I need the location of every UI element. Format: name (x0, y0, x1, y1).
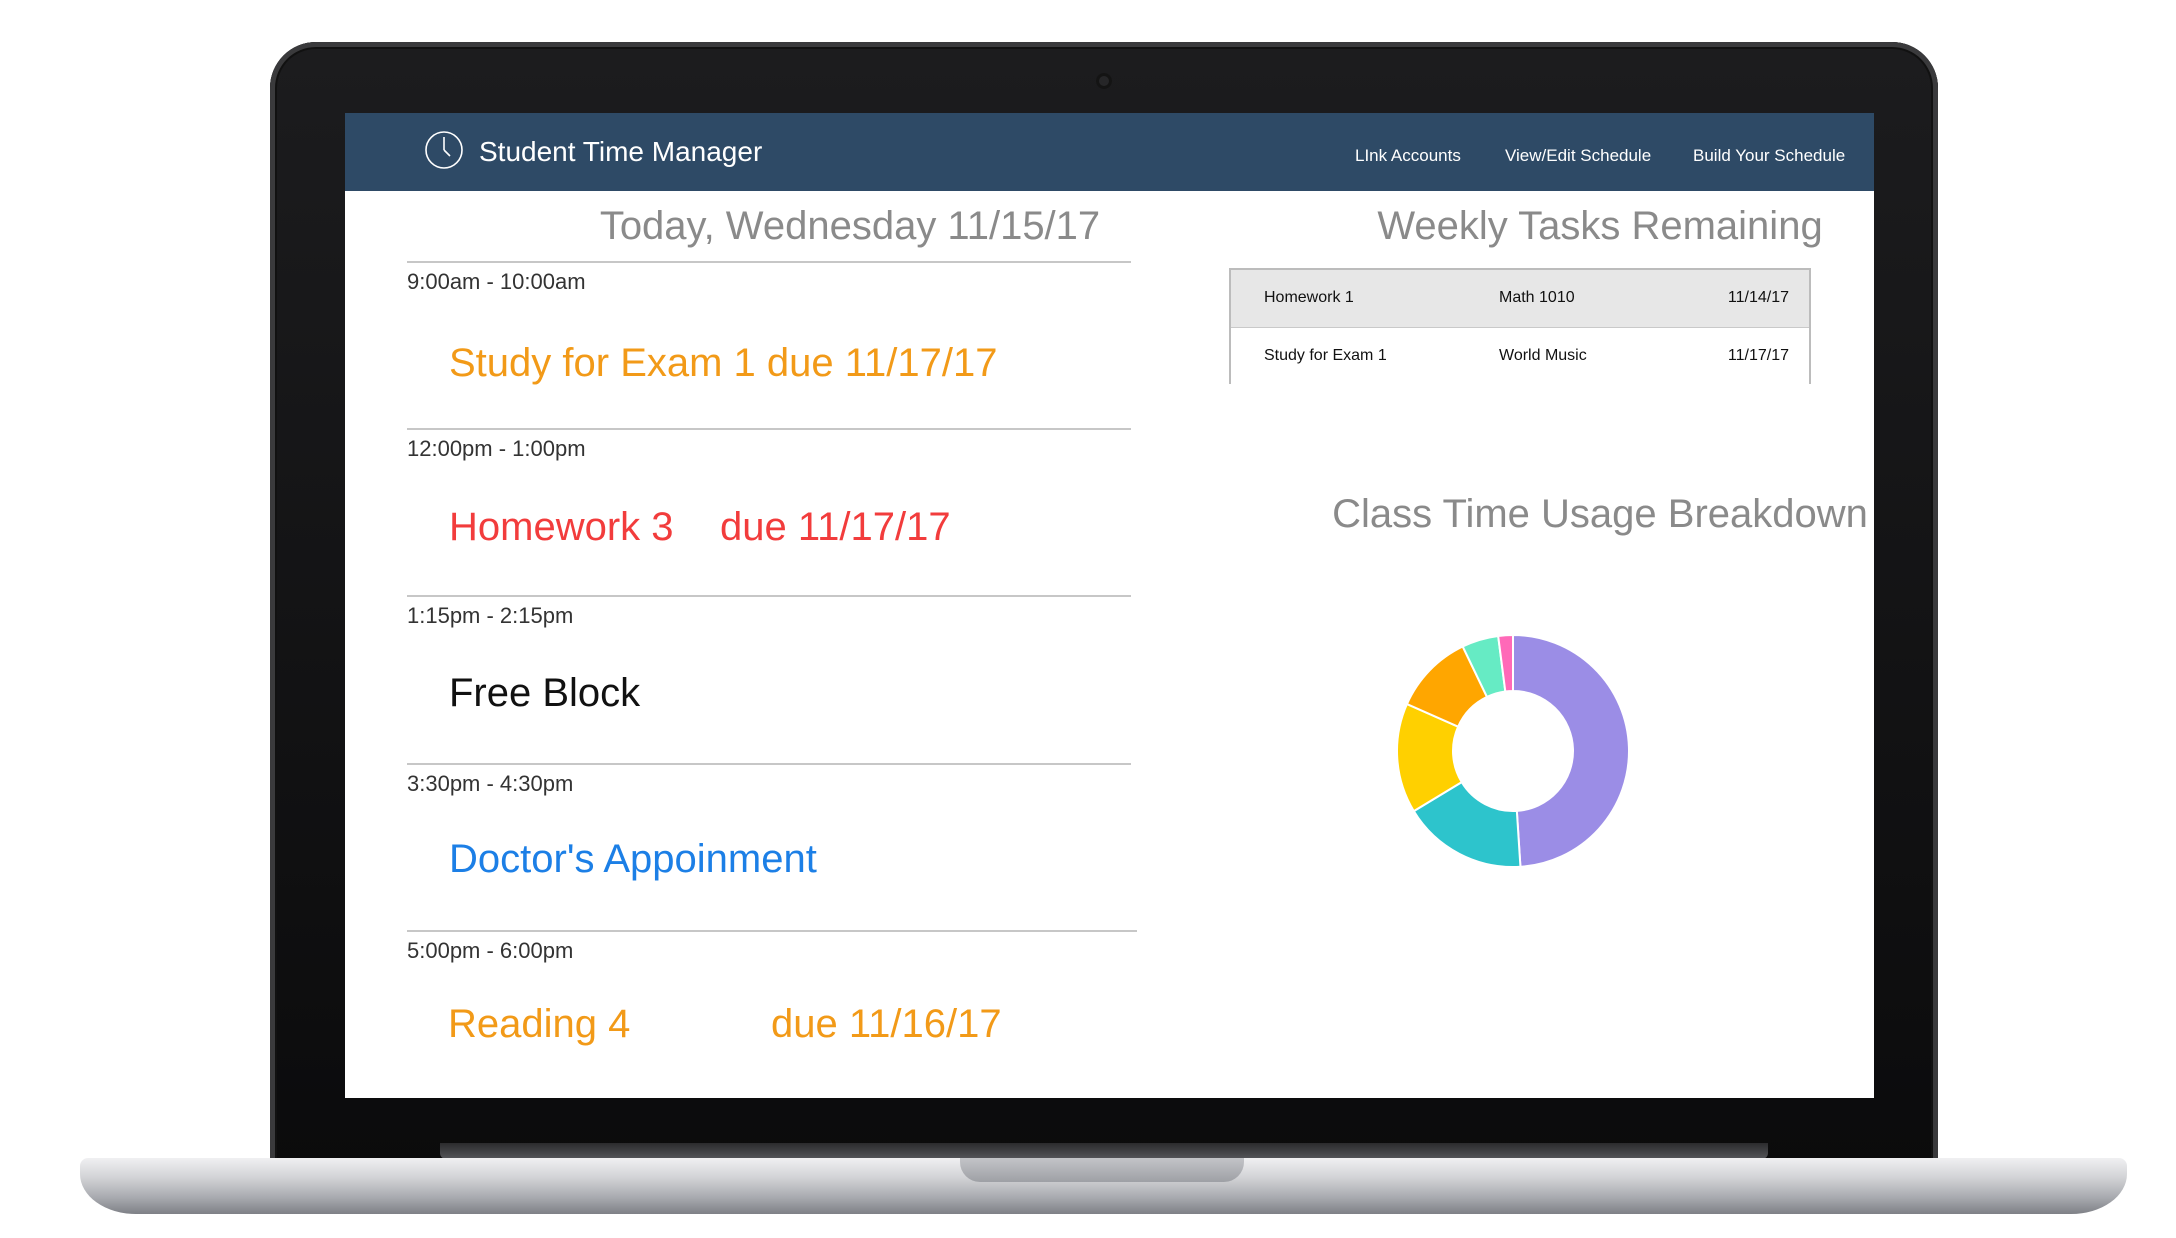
nav-view-edit-schedule[interactable]: View/Edit Schedule (1505, 146, 1652, 165)
task-free-block[interactable]: Free Block (449, 671, 641, 715)
time-slot: 5:00pm - 6:00pm (407, 938, 574, 963)
task-reading[interactable]: Reading 4 (448, 1002, 631, 1046)
table-row[interactable]: Study for Exam 1 World Music 11/17/17 (1231, 328, 1809, 385)
donut-slice[interactable] (1512, 633, 1630, 868)
task-date: 11/17/17 (1727, 347, 1789, 364)
donut-chart-container (1345, 561, 1681, 937)
nav-link-accounts[interactable]: LInk Accounts (1355, 146, 1461, 165)
nav-build-your-schedule[interactable]: Build Your Schedule (1693, 146, 1846, 165)
app-title: Student Time Manager (479, 136, 763, 167)
divider (407, 763, 1131, 765)
task-class: Math 1010 (1499, 289, 1575, 306)
laptop-base-notch (960, 1158, 1244, 1182)
task-homework[interactable]: Homework 3 (449, 505, 674, 549)
top-navbar: Student Time Manager LInk Accounts View/… (345, 113, 1874, 191)
task-name: Homework 1 (1264, 289, 1354, 306)
donut-slice[interactable] (1497, 633, 1514, 693)
divider (407, 428, 1131, 430)
app-screen: Student Time Manager LInk Accounts View/… (345, 113, 1874, 1098)
chart-title: Class Time Usage Breakdown (1332, 492, 1868, 536)
donut-chart (1396, 633, 1630, 868)
task-doctor-appointment[interactable]: Doctor's Appoinment (449, 837, 817, 881)
table-row[interactable]: Homework 1 Math 1010 11/14/17 (1231, 270, 1809, 329)
weekly-tasks-title: Weekly Tasks Remaining (1377, 204, 1823, 248)
task-class: World Music (1499, 347, 1587, 364)
time-slot: 12:00pm - 1:00pm (407, 436, 586, 461)
weekly-tasks-table: Homework 1 Math 1010 11/14/17 Study for … (1229, 268, 1811, 385)
divider (407, 261, 1131, 263)
time-slot: 1:15pm - 2:15pm (407, 603, 574, 628)
laptop-hinge (440, 1143, 1768, 1159)
webcam (1096, 73, 1112, 89)
task-homework-due: due 11/17/17 (720, 505, 951, 549)
divider (407, 595, 1131, 597)
time-slot: 9:00am - 10:00am (407, 269, 586, 294)
task-name: Study for Exam 1 (1264, 347, 1387, 364)
time-slot: 3:30pm - 4:30pm (407, 771, 574, 796)
task-date: 11/14/17 (1727, 289, 1789, 306)
schedule-title: Today, Wednesday 11/15/17 (599, 204, 1101, 248)
task-study-exam[interactable]: Study for Exam 1 due 11/17/17 (449, 341, 998, 385)
task-reading-due: due 11/16/17 (771, 1002, 1002, 1046)
clock-icon (425, 131, 463, 169)
divider (407, 930, 1137, 932)
